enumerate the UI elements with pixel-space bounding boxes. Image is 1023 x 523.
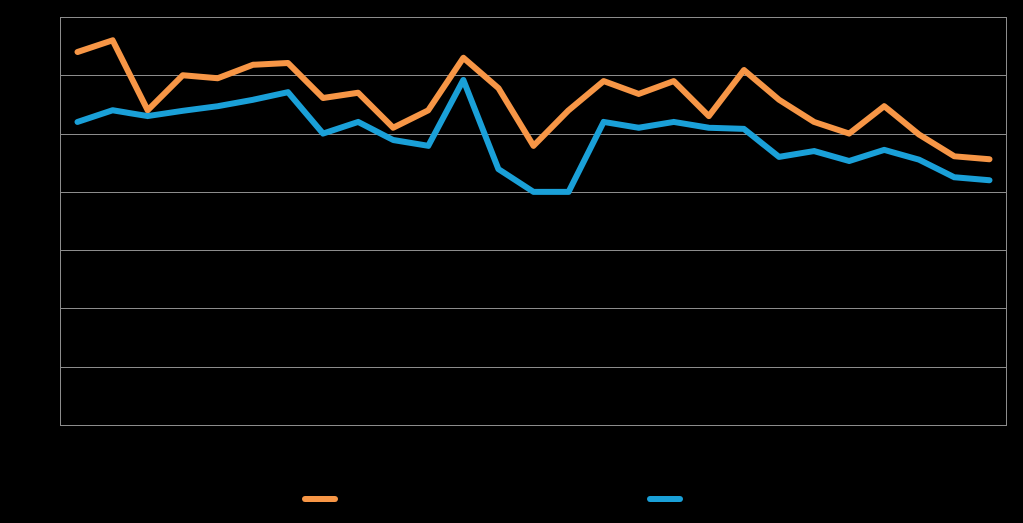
series-line	[74, 37, 993, 163]
series-line	[74, 76, 993, 195]
